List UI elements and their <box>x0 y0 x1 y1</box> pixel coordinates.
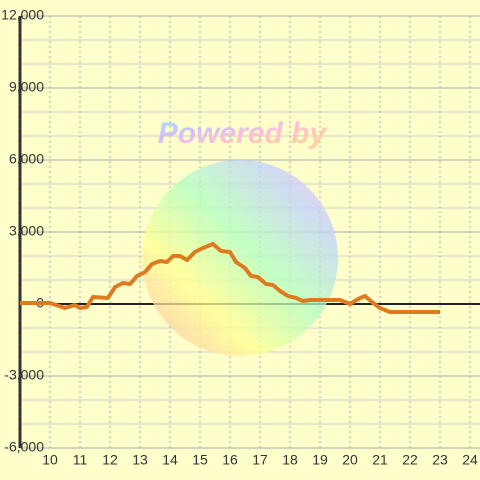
x-tick-label: 16 <box>222 452 238 468</box>
x-tick-label: 17 <box>252 452 268 468</box>
x-tick-label: 24 <box>462 452 478 468</box>
x-tick-label: 10 <box>42 452 58 468</box>
x-tick-label: 21 <box>372 452 388 468</box>
y-tick-label: -3,000 <box>4 367 44 383</box>
watermark-text: Powered by <box>158 117 328 150</box>
x-tick-label: 14 <box>162 452 178 468</box>
x-tick-label: 18 <box>282 452 298 468</box>
y-tick-label: 9,000 <box>9 79 44 95</box>
x-tick-label: 12 <box>102 452 118 468</box>
watermark-logo <box>142 160 338 356</box>
y-tick-label: 12,000 <box>1 7 44 23</box>
x-tick-label: 20 <box>342 452 358 468</box>
x-tick-label: 22 <box>402 452 418 468</box>
x-tick-label: 15 <box>192 452 208 468</box>
x-tick-label: 23 <box>432 452 448 468</box>
x-tick-label: 13 <box>132 452 148 468</box>
x-tick-label: 19 <box>312 452 328 468</box>
data-line <box>20 242 441 314</box>
y-tick-label: 3,000 <box>9 223 44 239</box>
y-tick-label: 6,000 <box>9 151 44 167</box>
y-tick-label: -6,000 <box>4 439 44 455</box>
watermark: Powered by <box>142 117 338 356</box>
x-tick-label: 11 <box>73 452 88 468</box>
